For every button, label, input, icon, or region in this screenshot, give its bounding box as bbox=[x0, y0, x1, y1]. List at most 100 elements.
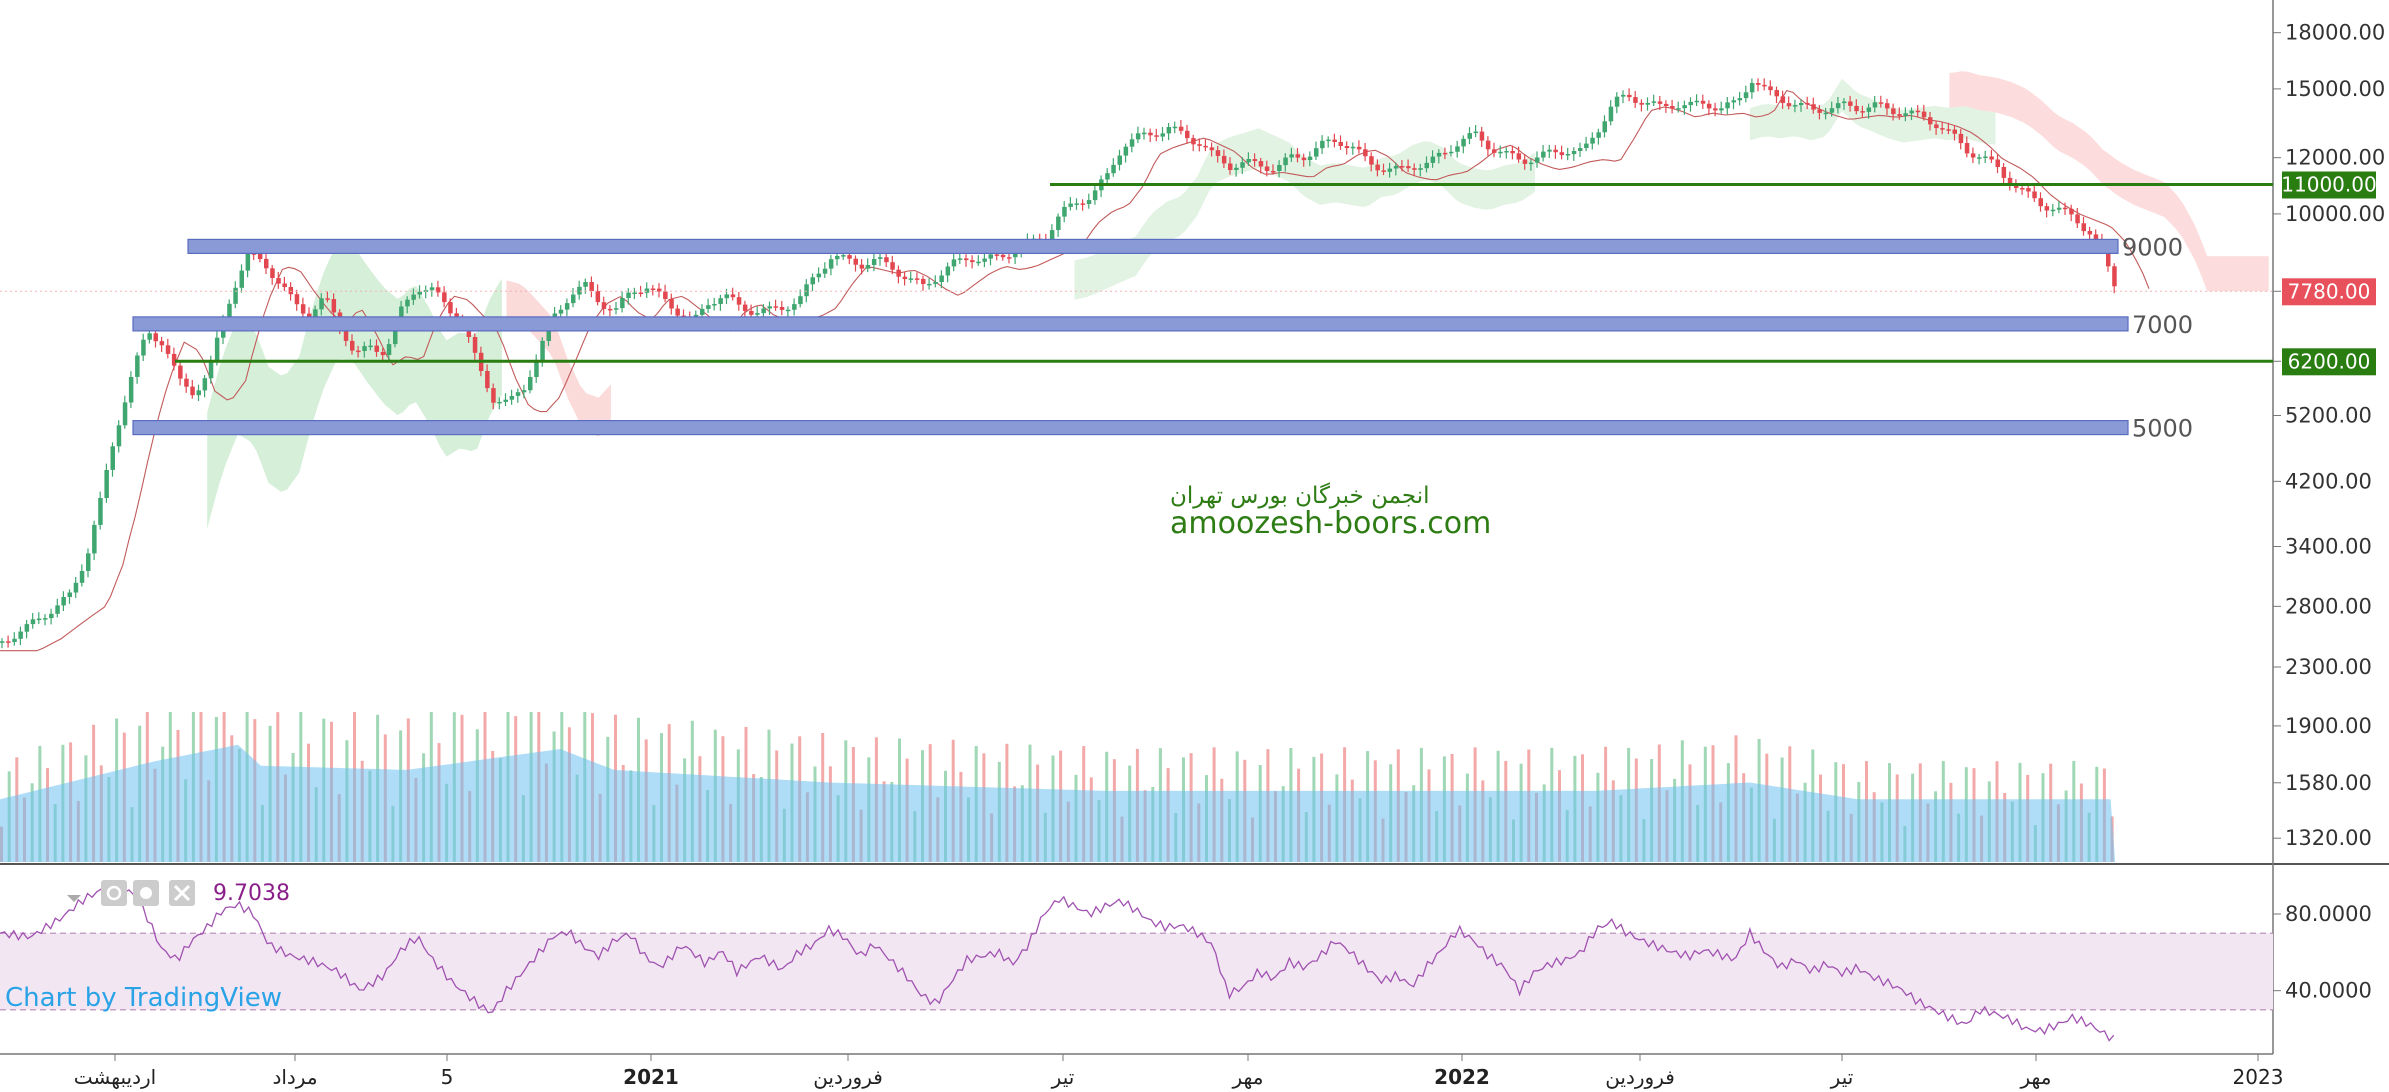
candle-body bbox=[1479, 131, 1485, 141]
candle-body bbox=[663, 291, 668, 299]
candle-body bbox=[1897, 114, 1902, 116]
time-tick-label: اردیبهشت bbox=[74, 1065, 156, 1089]
candle-body bbox=[994, 254, 1000, 256]
candle-body bbox=[1344, 146, 1350, 149]
candle-body bbox=[528, 377, 533, 391]
candle-body bbox=[970, 260, 975, 263]
candle-body bbox=[1221, 155, 1227, 164]
candle-body bbox=[816, 273, 822, 278]
zone-band[interactable] bbox=[187, 238, 2119, 254]
candle-body bbox=[1504, 151, 1509, 153]
candle-body bbox=[257, 254, 263, 259]
candle-body bbox=[1264, 166, 1270, 171]
candle-body bbox=[614, 308, 619, 310]
candle-body bbox=[448, 302, 453, 314]
tradingview-credit[interactable]: Chart by TradingView bbox=[5, 983, 282, 1013]
candle-body bbox=[1860, 111, 1865, 113]
candle-body bbox=[1645, 102, 1650, 105]
candle-body bbox=[1928, 117, 1933, 125]
candle-body bbox=[264, 258, 269, 269]
time-tick-label: فروردین bbox=[1605, 1065, 1675, 1089]
candle-body bbox=[1381, 170, 1386, 172]
candle-body bbox=[1786, 103, 1792, 107]
candle-body bbox=[1399, 166, 1405, 168]
eye-icon[interactable] bbox=[101, 880, 127, 906]
candle-body bbox=[184, 378, 189, 387]
candle-body bbox=[988, 254, 993, 259]
candle-body bbox=[325, 298, 330, 300]
candle-body bbox=[343, 327, 349, 341]
candle-body bbox=[1442, 152, 1448, 155]
eye-icon-pupil bbox=[106, 885, 122, 901]
price-tick-label: 1320.00 bbox=[2285, 826, 2372, 850]
cloud-green-segment bbox=[207, 242, 502, 529]
candle-body bbox=[1258, 161, 1264, 167]
candle-body bbox=[282, 283, 287, 287]
candle-body bbox=[1049, 230, 1055, 241]
last-price-label: 7780.00 bbox=[2288, 279, 2371, 303]
candle-body bbox=[927, 283, 932, 286]
candle-body bbox=[871, 259, 877, 265]
candle-body bbox=[1633, 97, 1638, 103]
candle-body bbox=[761, 308, 766, 314]
time-tick-label: مرداد bbox=[272, 1065, 317, 1089]
rsi-series[interactable] bbox=[0, 882, 2115, 1042]
candle-body bbox=[1485, 140, 1491, 150]
candle-body bbox=[540, 340, 545, 360]
time-tick-label: 2021 bbox=[623, 1065, 679, 1089]
zone-band[interactable] bbox=[132, 420, 2129, 436]
candle-body bbox=[1209, 147, 1215, 151]
candle-body bbox=[1252, 159, 1258, 162]
candles bbox=[0, 78, 2117, 649]
cloud-green-segment bbox=[1749, 78, 1996, 145]
collapse-arrow-icon[interactable] bbox=[67, 895, 81, 902]
candle-body bbox=[1983, 156, 1988, 158]
candle-body bbox=[1885, 103, 1890, 109]
candle-body bbox=[55, 605, 60, 614]
candle-body bbox=[165, 345, 171, 354]
candle-body bbox=[30, 619, 36, 625]
candle-body bbox=[859, 264, 865, 269]
candle-body bbox=[1142, 132, 1147, 135]
candle-body bbox=[276, 278, 281, 284]
candle-body bbox=[1154, 135, 1159, 137]
candle-body bbox=[1338, 142, 1343, 146]
candle-body bbox=[951, 259, 957, 267]
candle-body bbox=[1872, 102, 1878, 108]
candle-body bbox=[43, 618, 48, 620]
candle-body bbox=[1356, 146, 1362, 150]
candle-body bbox=[1007, 257, 1012, 259]
candle-body bbox=[1909, 110, 1914, 114]
candle-body bbox=[1608, 106, 1614, 122]
candle-body bbox=[350, 340, 355, 351]
zone-band[interactable] bbox=[132, 316, 2129, 332]
price-tick-label: 2800.00 bbox=[2285, 594, 2372, 618]
candle-body bbox=[1191, 138, 1196, 145]
time-tick-label: مهر bbox=[2020, 1065, 2052, 1089]
candle-body bbox=[1473, 131, 1479, 134]
candle-body bbox=[294, 294, 300, 305]
candle-body bbox=[1418, 168, 1423, 170]
candle-body bbox=[1614, 96, 1620, 107]
candle-body bbox=[1805, 103, 1810, 105]
candle-body bbox=[135, 355, 140, 377]
candle-body bbox=[1307, 156, 1313, 160]
price-tick-label: 4200.00 bbox=[2285, 469, 2372, 493]
candle-body bbox=[755, 313, 760, 315]
gear-icon-core bbox=[140, 887, 152, 899]
time-tick-label: 5 bbox=[441, 1065, 454, 1089]
candle-body bbox=[1246, 159, 1251, 163]
candle-body bbox=[675, 308, 680, 316]
level-badge bbox=[2282, 348, 2376, 376]
zone-label: 5000 bbox=[2132, 415, 2193, 443]
candle-body bbox=[122, 402, 128, 426]
candle-body bbox=[2087, 231, 2093, 235]
rsi-legend-controls[interactable] bbox=[67, 880, 195, 906]
candle-body bbox=[564, 303, 570, 310]
candle-body bbox=[1541, 151, 1546, 158]
candle-body bbox=[300, 304, 306, 314]
price-tick-label: 12000.00 bbox=[2285, 146, 2385, 170]
candle-body bbox=[847, 255, 852, 259]
candle-body bbox=[491, 388, 496, 403]
